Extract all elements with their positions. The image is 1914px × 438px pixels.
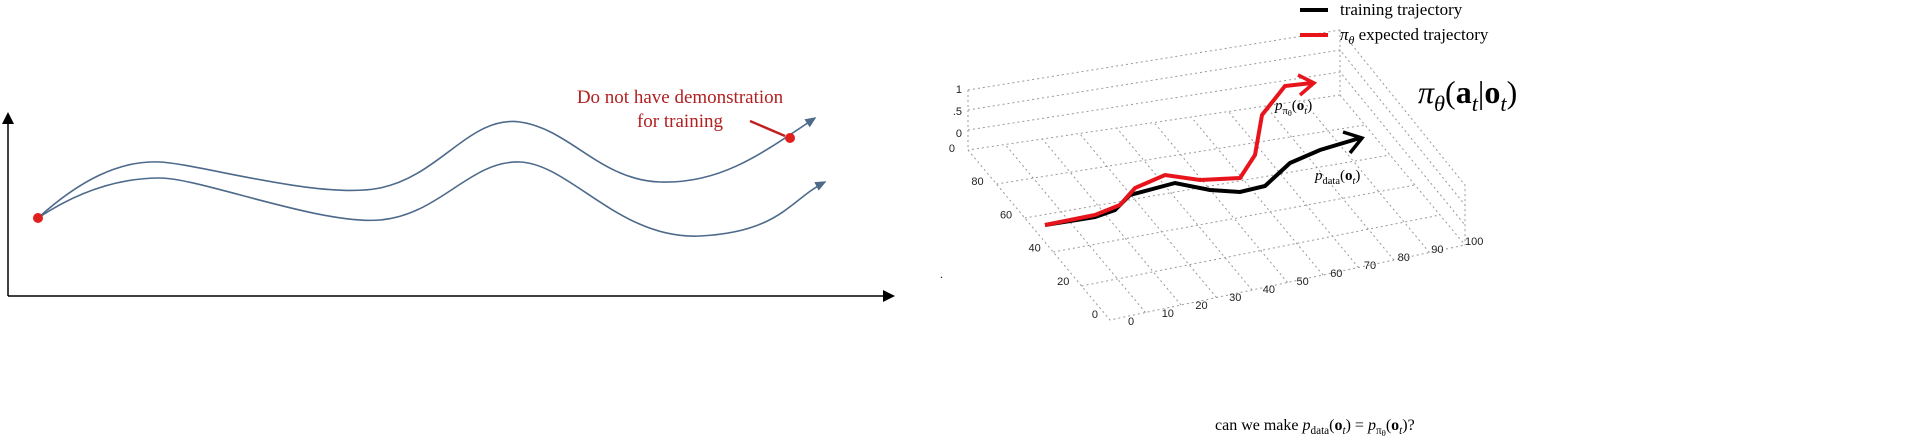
floor-grid-line bbox=[1265, 105, 1395, 261]
x-tick-label: 20 bbox=[1195, 300, 1207, 312]
floor-grid-line bbox=[1079, 133, 1217, 298]
y-tick-label: 60 bbox=[1000, 209, 1012, 221]
floor-grid-line bbox=[1004, 144, 1146, 313]
math-piece: θ bbox=[1288, 109, 1292, 118]
floor-grid-line bbox=[1042, 138, 1182, 306]
x-tick-label: 70 bbox=[1364, 260, 1376, 272]
math-piece: θ bbox=[1434, 91, 1445, 116]
math-piece: ? bbox=[1408, 417, 1415, 434]
math-piece: ( bbox=[1340, 168, 1345, 184]
annotation-pointer bbox=[749, 119, 786, 138]
y-tick-label: 0 bbox=[1092, 309, 1098, 321]
floor-grid-line bbox=[1190, 116, 1324, 276]
x-tick-label: 40 bbox=[1263, 284, 1275, 296]
x-tick-label: 60 bbox=[1330, 268, 1342, 280]
left-diagram: Do not have demonstration for training bbox=[1, 87, 895, 302]
math-piece: expected trajectory bbox=[1354, 25, 1489, 44]
start-point bbox=[33, 213, 43, 223]
expected-trajectory bbox=[1044, 81, 1313, 227]
math-piece: π bbox=[1418, 74, 1435, 110]
math-piece: ) bbox=[1507, 74, 1518, 110]
x-tick-label: 10 bbox=[1162, 308, 1174, 320]
math-piece: p bbox=[1314, 168, 1323, 184]
math-piece: ) bbox=[1346, 417, 1351, 434]
box-frame bbox=[967, 29, 1466, 321]
p-pi-label: pπθ(ot) bbox=[1274, 98, 1312, 118]
math-piece: p bbox=[1302, 417, 1311, 434]
arrowhead bbox=[1342, 130, 1365, 155]
lower-trajectory bbox=[37, 161, 827, 237]
math-piece: ) bbox=[1402, 417, 1407, 434]
y-tick-label: 80 bbox=[971, 176, 983, 188]
drift-point bbox=[785, 133, 795, 143]
x-tick-label: 0 bbox=[1128, 316, 1134, 328]
math-piece: t bbox=[1472, 91, 1479, 116]
dot: . bbox=[940, 267, 943, 281]
math-piece: t bbox=[1353, 176, 1357, 187]
math-piece: = bbox=[1351, 417, 1368, 434]
floor-grid-line bbox=[1081, 214, 1441, 287]
math-piece: data bbox=[1323, 176, 1341, 187]
math-piece: ( bbox=[1329, 417, 1334, 434]
math-piece: ) bbox=[1307, 98, 1312, 114]
legend-label: training trajectory bbox=[1340, 0, 1463, 19]
x-tick-label: 100 bbox=[1465, 236, 1483, 248]
math-piece: o bbox=[1297, 98, 1305, 114]
y-tick-label: 40 bbox=[1029, 243, 1041, 255]
math-piece: data bbox=[1311, 425, 1330, 437]
math-piece: π bbox=[1283, 106, 1289, 117]
math-piece: | bbox=[1478, 74, 1484, 110]
math-piece: ( bbox=[1386, 417, 1391, 434]
z-tick-label: 1 bbox=[956, 84, 962, 96]
x-tick-label: 30 bbox=[1229, 292, 1241, 304]
right-diagram: training trajectory 01020304050607080901… bbox=[949, 0, 1483, 328]
floor-grid-line bbox=[1053, 184, 1416, 253]
x-tick-label: 80 bbox=[1398, 252, 1410, 264]
question: can we make pdata(ot) = pπθ(ot)? bbox=[1215, 417, 1415, 438]
math-piece: ( bbox=[1445, 74, 1456, 110]
math-piece: θ bbox=[1382, 428, 1386, 438]
math-piece: ( bbox=[1292, 98, 1297, 114]
math-piece: θ bbox=[1349, 33, 1355, 47]
math-piece: o bbox=[1345, 168, 1353, 184]
math-piece: ) bbox=[1355, 168, 1360, 184]
math-piece: π bbox=[1340, 25, 1349, 44]
x-tick-label: 90 bbox=[1431, 244, 1443, 256]
p-data-label: pdata(ot) bbox=[1314, 168, 1360, 187]
math-piece: can we make bbox=[1215, 417, 1303, 434]
math-piece: π bbox=[1376, 425, 1382, 437]
arrowhead bbox=[1297, 73, 1318, 97]
y-tick-label: 0 bbox=[949, 143, 955, 155]
math-piece: o bbox=[1484, 74, 1500, 110]
x-tick-label: 50 bbox=[1297, 276, 1309, 288]
wall-grid bbox=[967, 49, 1466, 226]
annotation-line: Do not have demonstration bbox=[577, 87, 784, 108]
training-trajectory bbox=[1044, 136, 1361, 227]
math-piece: t bbox=[1500, 91, 1507, 116]
math-piece: o bbox=[1334, 417, 1342, 434]
z-tick-label: .5 bbox=[953, 106, 962, 118]
upper-trajectory bbox=[37, 117, 817, 219]
math-piece: a bbox=[1456, 74, 1472, 110]
math-piece: p bbox=[1367, 417, 1376, 434]
annotation-line: for training bbox=[637, 111, 724, 132]
math-piece: o bbox=[1391, 417, 1399, 434]
floor-grid-line bbox=[1228, 111, 1359, 268]
floor-grid bbox=[996, 100, 1441, 313]
math-piece: p bbox=[1274, 98, 1283, 114]
math-piece: t bbox=[1342, 425, 1346, 437]
legend-label: πθ expected trajectory bbox=[1340, 25, 1489, 47]
policy-formula: πθ(at|ot) bbox=[1418, 74, 1517, 116]
z-tick-label: 0 bbox=[956, 128, 962, 140]
y-tick-label: 20 bbox=[1057, 276, 1069, 288]
math-piece: t bbox=[1304, 106, 1308, 117]
math-piece: t bbox=[1399, 425, 1403, 437]
floor-grid-line bbox=[1116, 127, 1253, 291]
